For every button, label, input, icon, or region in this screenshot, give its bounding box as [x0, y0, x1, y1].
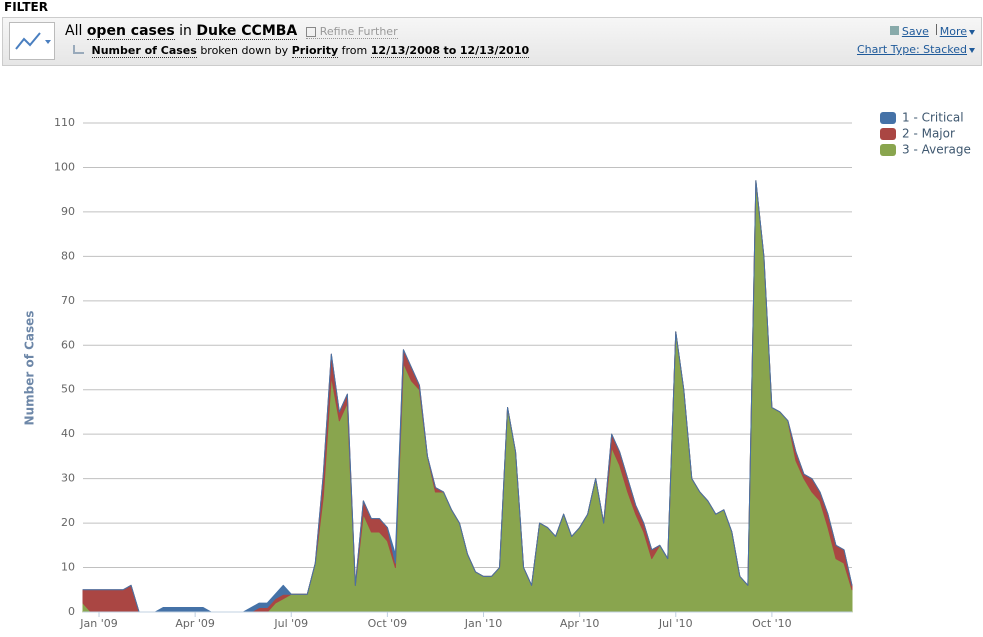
- x-tick-label: Jan '10: [464, 617, 502, 630]
- chart-icon[interactable]: [9, 22, 55, 60]
- text: All: [65, 23, 83, 39]
- legend-swatch: [880, 128, 896, 140]
- chart-type-link[interactable]: Chart Type: Stacked: [856, 43, 967, 56]
- area: [82, 180, 853, 613]
- text: in: [179, 23, 192, 39]
- x-tick-label: Apr '09: [175, 617, 215, 630]
- icon: [15, 32, 51, 50]
- query-part[interactable]: 12/13/2010: [459, 44, 530, 58]
- legend-label: 2 - Major: [902, 127, 955, 141]
- y-axis-title: Number of Cases: [23, 311, 37, 426]
- query-part[interactable]: 12/13/2008: [370, 44, 441, 58]
- query-detail: Number of Cases broken down by Priority …: [73, 44, 530, 58]
- y-tick-label: 20: [61, 516, 75, 529]
- filter-label: FILTER: [4, 0, 48, 14]
- refine-text[interactable]: Refine Further: [319, 25, 398, 38]
- query-part[interactable]: Number of Cases: [91, 44, 197, 58]
- x-tick-label: Oct '10: [752, 617, 792, 630]
- query-part[interactable]: open cases: [86, 23, 175, 40]
- save[interactable]: Save: [901, 25, 929, 38]
- y-tick-label: 50: [61, 383, 75, 396]
- y-tick-label: 30: [61, 472, 75, 485]
- legend-swatch: [880, 144, 896, 156]
- x-tick-label: Jan '09: [79, 617, 117, 630]
- query-part[interactable]: to: [443, 44, 457, 58]
- x-tick-label: Apr '10: [560, 617, 600, 630]
- y-tick-label: 80: [61, 249, 75, 262]
- area: [82, 180, 853, 613]
- y-tick-label: 70: [61, 294, 75, 307]
- query-part[interactable]: Priority: [291, 44, 339, 58]
- query-part[interactable]: Duke CCMBA: [196, 23, 298, 40]
- more[interactable]: More: [939, 25, 967, 38]
- x-tick-label: Jul '10: [658, 617, 693, 630]
- actions: Save More: [889, 24, 975, 38]
- y-tick-label: 90: [61, 205, 75, 218]
- y-tick-label: 110: [54, 116, 75, 129]
- area: [82, 180, 853, 613]
- y-tick-label: 60: [61, 338, 75, 351]
- toolbar: All open cases in Duke CCMBA Refine Furt…: [2, 17, 982, 66]
- query: All open cases in Duke CCMBA Refine Furt…: [65, 23, 398, 40]
- y-tick-label: 0: [68, 605, 75, 618]
- legend-swatch: [880, 112, 896, 124]
- y-tick-label: 10: [61, 561, 75, 574]
- x-tick-label: Oct '09: [368, 617, 408, 630]
- legend-label: 1 - Critical: [902, 111, 964, 125]
- refine[interactable]: Refine Further: [305, 25, 398, 39]
- legend-label: 3 - Average: [902, 143, 971, 157]
- y-tick-label: 100: [54, 160, 75, 173]
- x-tick-label: Jul '09: [273, 617, 308, 630]
- y-tick-label: 40: [61, 427, 75, 440]
- text: broken down by: [200, 44, 289, 57]
- text: from: [341, 44, 368, 57]
- chart-type: Chart Type: Stacked: [857, 42, 975, 56]
